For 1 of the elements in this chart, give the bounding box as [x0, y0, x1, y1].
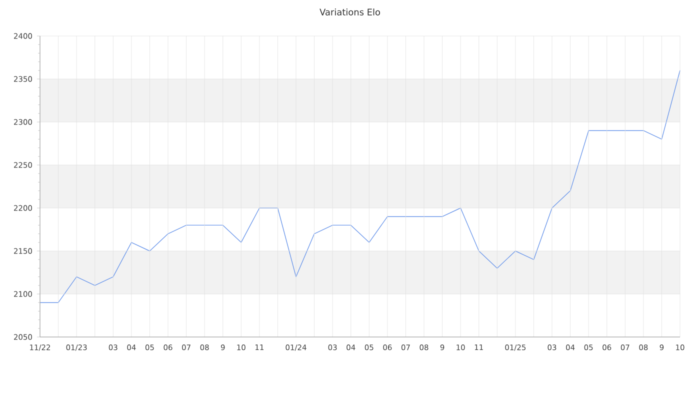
chart-title: Variations Elo: [320, 8, 380, 16]
